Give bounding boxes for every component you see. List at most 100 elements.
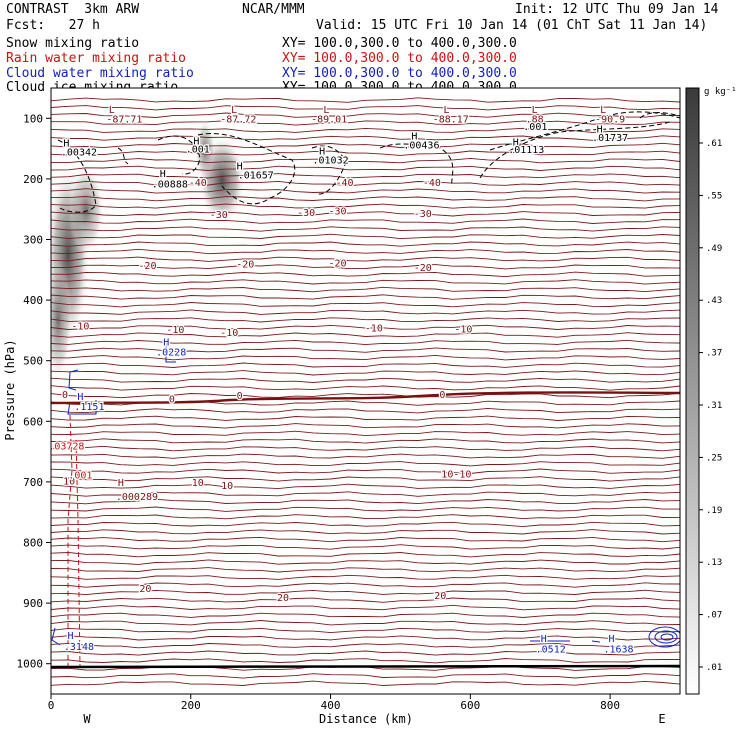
temperature-contour-line <box>51 173 680 179</box>
colorbar-tick-label: .49 <box>706 244 722 254</box>
temperature-contour-label: L <box>600 105 606 116</box>
temperature-contour-line <box>51 256 680 262</box>
temperature-contour-line <box>51 635 680 641</box>
temperature-contour-line <box>51 324 680 330</box>
y-axis-tick-label: 800 <box>23 537 43 550</box>
temperature-contour-line <box>51 271 680 278</box>
temperature-contour-label: -10 <box>454 325 472 336</box>
temperature-contour-line <box>51 445 680 452</box>
temperature-contour-line <box>51 559 680 565</box>
temperature-contour-line <box>51 612 680 618</box>
temperature-contour-label: -20 <box>414 263 432 274</box>
temperature-contour-line <box>51 286 680 293</box>
snow-shading <box>51 120 246 380</box>
temperature-contour-label: -20 <box>329 259 347 270</box>
temperature-contour-line <box>51 567 680 573</box>
cloud-water-contour-mid <box>165 340 176 363</box>
temperature-contour-line <box>51 294 680 300</box>
temperature-contour-line <box>51 120 680 126</box>
colorbar-tick-label: .61 <box>706 139 722 149</box>
temperature-contour-line <box>51 97 680 103</box>
cloud-water-label: .0512 <box>536 645 566 656</box>
temperature-contour-label: -40 <box>189 178 207 189</box>
colorbar-tick-label: .07 <box>706 611 722 621</box>
colorbar-tick-label: .01 <box>706 663 722 673</box>
temperature-contour-label: 0 <box>237 391 243 402</box>
header-init: Init: 12 UTC Thu 09 Jan 14 <box>515 2 719 17</box>
y-axis-tick-label: 700 <box>23 476 43 489</box>
snow-ice-label: .01737 <box>592 133 628 144</box>
temperature-contour-line <box>51 377 680 383</box>
snow-ice-label: H <box>411 131 417 142</box>
temperature-contour-line <box>51 415 680 421</box>
zero-degree-isotherm <box>51 391 680 405</box>
temperature-contour-line <box>51 264 680 270</box>
y-axis-tick-label: 400 <box>23 294 43 307</box>
temperature-contour-label: -30 <box>210 210 228 221</box>
cloud-water-label: H <box>77 392 83 403</box>
temperature-contour-line <box>51 370 680 376</box>
temperature-contour-line <box>51 673 680 679</box>
snow-shade-west-lower <box>51 260 72 380</box>
cloud-ice-contour-west <box>57 139 97 213</box>
temperature-contour-line <box>51 309 680 315</box>
snow-ice-label: H <box>160 169 166 180</box>
rain-contour-outer <box>67 414 73 668</box>
temperature-contour-line <box>51 453 680 459</box>
rain-label: .001 <box>68 471 92 482</box>
temperature-contour-line <box>51 354 680 361</box>
temperature-contour-line <box>51 248 680 255</box>
snow-ice-label: H <box>193 137 199 148</box>
temperature-contour-label: -89.01 <box>311 114 347 125</box>
x-axis: 0 200 400 600 800 <box>48 694 620 712</box>
cloud-water-label: H <box>68 631 74 642</box>
temperature-contour-label: -30 <box>297 208 315 219</box>
temperature-contour-label: 20 <box>277 593 289 604</box>
temperature-contour-line <box>51 105 680 111</box>
cloud-ice-contour-upper-right <box>639 112 680 119</box>
temperature-contour-line <box>51 680 680 686</box>
snow-ice-label: .001 <box>186 145 210 156</box>
temperature-contour-label: -10 <box>365 323 383 334</box>
temperature-contour-line <box>51 226 680 232</box>
temperature-contour-line <box>51 332 680 338</box>
temperature-contour-label: L <box>231 105 237 116</box>
colorbar-gradient <box>685 87 700 695</box>
temperature-contour-line <box>51 339 680 346</box>
temperature-contour-label: -87.71 <box>106 114 142 125</box>
temperature-contour-label: -30 <box>414 209 432 220</box>
cloud-water-label: H <box>608 634 614 645</box>
plot-background <box>51 88 680 694</box>
temperature-contour-line <box>51 589 680 596</box>
temperature-contour-label: 0 <box>439 390 445 401</box>
temperature-contour-line <box>51 604 680 611</box>
snow-ice-label: H <box>319 146 325 157</box>
snow-ice-label: H <box>237 162 243 173</box>
temperature-contour-line <box>51 233 680 240</box>
colorbar-tick-label: .37 <box>706 349 722 359</box>
temperature-contour-label: L <box>532 105 538 116</box>
temperature-contour-label: -90.9 <box>595 114 625 125</box>
y-axis-tick-label: 300 <box>23 234 43 247</box>
temperature-contour-line <box>51 165 680 171</box>
temperature-contour-line <box>51 597 680 603</box>
rain-contours <box>67 414 81 669</box>
temperature-contour-line <box>51 188 680 194</box>
colorbar-tick-label: .43 <box>706 296 722 306</box>
temperature-contour-line <box>51 544 680 550</box>
temperature-contour-line <box>51 317 680 323</box>
cloud-water-contour-ring-2 <box>654 630 678 644</box>
temperature-contour-line <box>51 135 680 141</box>
temperature-contour-label: 20 <box>434 591 446 602</box>
temperature-contour-label: 10 <box>63 477 75 488</box>
x-axis-tick-label: 800 <box>600 699 620 712</box>
colorbar-tick-label: .55 <box>706 191 722 201</box>
temperature-contour-line <box>51 423 680 429</box>
snow-ice-label: H <box>597 125 603 136</box>
colorbar-unit: g kg⁻¹ <box>704 87 737 97</box>
temperature-contour-label: -87.72 <box>220 114 256 125</box>
temperature-contour-label: H <box>118 478 124 489</box>
temperature-contour-line <box>51 514 680 520</box>
x-axis-tick-label: 600 <box>460 699 480 712</box>
